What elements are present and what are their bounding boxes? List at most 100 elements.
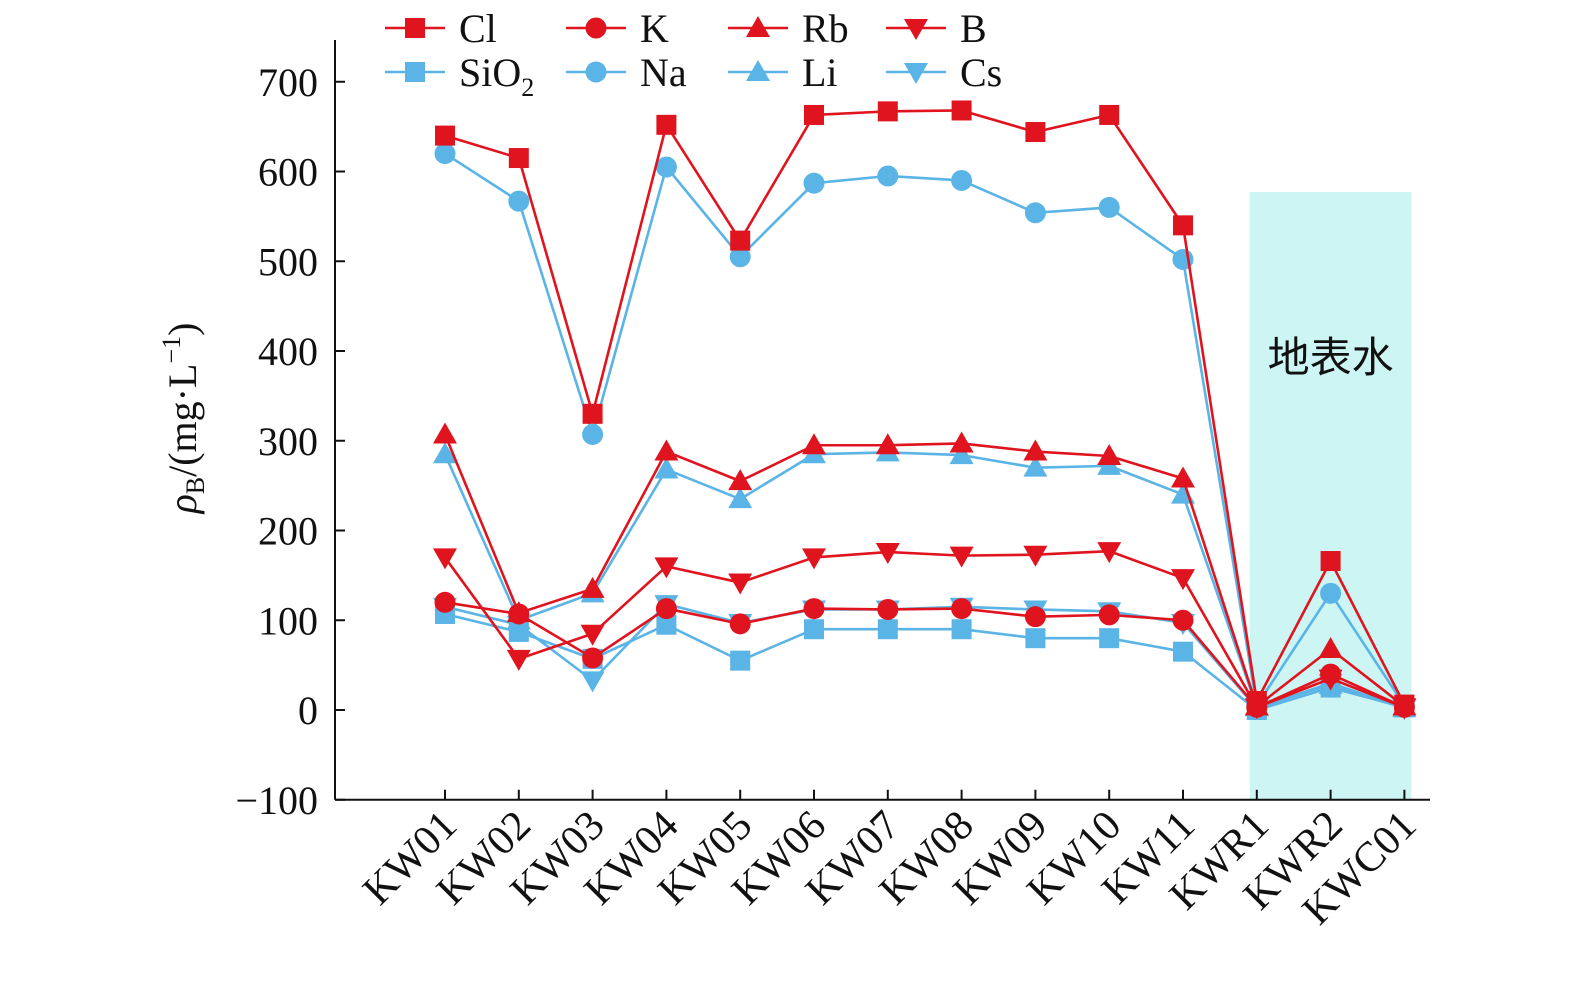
y-axis-ticks: −100 0 100 200 300 400 500 600 700 xyxy=(235,60,345,823)
data-point-b xyxy=(728,573,753,595)
data-point-rb xyxy=(506,601,531,623)
legend-item-li: Li xyxy=(728,50,838,95)
data-point-rb xyxy=(1023,439,1048,461)
series-line-cl xyxy=(444,109,1406,706)
y-tick-label: 300 xyxy=(258,419,318,464)
data-point-li xyxy=(949,443,974,465)
y-tick-label: 600 xyxy=(258,150,318,195)
data-point-sio2 xyxy=(656,614,677,635)
legend-label-main: Na xyxy=(640,50,687,95)
y-tick-label: 0 xyxy=(298,688,318,733)
data-point-b xyxy=(433,548,457,570)
data-point-sio2 xyxy=(804,619,824,640)
data-point-b xyxy=(875,543,900,565)
data-point-na xyxy=(803,172,825,194)
data-point-na xyxy=(877,165,899,187)
data-point-k xyxy=(655,598,677,620)
data-point-cl xyxy=(804,104,824,125)
legend-item-k: K xyxy=(566,6,669,51)
data-point-b xyxy=(580,624,605,646)
data-point-rb xyxy=(802,433,826,455)
data-point-na xyxy=(434,143,456,165)
data-point-na xyxy=(729,246,751,268)
series-line-b xyxy=(443,549,1405,709)
data-point-k xyxy=(434,591,456,613)
data-point-b xyxy=(1023,545,1048,567)
y-axis-label-symbol: ρ xyxy=(160,494,205,515)
legend-label-main: B xyxy=(960,6,987,51)
legend-item-cl: Cl xyxy=(385,6,497,51)
series-line-sio2 xyxy=(444,612,1405,712)
data-point-cl xyxy=(951,100,972,121)
data-point-cl xyxy=(877,101,898,122)
series-b xyxy=(433,542,1417,720)
y-tick-label: 100 xyxy=(258,598,318,643)
data-point-b xyxy=(949,546,974,568)
legend-item-cs: Cs xyxy=(886,50,1002,95)
data-point-na xyxy=(1098,196,1120,218)
data-point-rb xyxy=(1097,444,1122,466)
data-point-cs xyxy=(580,671,605,693)
series-na xyxy=(434,143,1415,717)
data-point-k xyxy=(951,598,973,620)
legend-label-main: SiO xyxy=(459,50,521,95)
surface-water-label: 地表水 xyxy=(1268,333,1394,382)
legend-label-b: B xyxy=(960,6,987,51)
data-point-na xyxy=(582,423,604,445)
legend-label-sio2: SiO2 xyxy=(459,50,534,102)
data-point-na xyxy=(1320,582,1342,604)
legend-swatch-marker-li xyxy=(746,60,770,81)
legend-label-k: K xyxy=(640,6,669,51)
data-point-li xyxy=(654,457,679,479)
data-point-rb xyxy=(1171,466,1195,488)
data-point-cl xyxy=(508,148,529,169)
legend-item-na: Na xyxy=(566,50,687,95)
legend-label-cs: Cs xyxy=(960,50,1002,95)
series-line-na xyxy=(444,152,1406,707)
legend-swatch-marker-na xyxy=(585,61,607,83)
legend-item-sio2: SiO2 xyxy=(385,50,534,102)
axes xyxy=(334,40,1430,801)
y-tick-label: 200 xyxy=(258,509,318,554)
series-group xyxy=(433,100,1417,721)
data-point-k xyxy=(1172,609,1194,631)
data-point-b xyxy=(1097,542,1122,564)
y-axis-label-subscript: B xyxy=(181,477,210,494)
data-point-sio2 xyxy=(877,619,898,640)
y-axis-label-close: ) xyxy=(160,323,205,336)
data-point-sio2 xyxy=(1173,641,1193,662)
data-point-b xyxy=(506,649,531,671)
data-point-sio2 xyxy=(951,619,972,640)
data-point-b xyxy=(1392,698,1417,720)
legend-label-na: Na xyxy=(640,50,687,95)
data-point-na xyxy=(951,169,973,191)
data-point-sio2 xyxy=(1099,628,1120,649)
legend-swatch-marker-k xyxy=(585,17,607,39)
x-axis-ticks: KW01KW02KW03KW04KW05KW06KW07KW08KW09KW10… xyxy=(354,789,1425,934)
legend-label-main: Rb xyxy=(802,6,849,51)
series-rb xyxy=(433,422,1417,716)
data-point-cl xyxy=(1173,215,1193,236)
legend-label-cl: Cl xyxy=(459,6,497,51)
surface-water-region xyxy=(1249,192,1412,800)
data-point-na xyxy=(1024,202,1046,224)
data-point-sio2 xyxy=(1025,628,1046,649)
y-axis-label: ρB/(mg·L−1) xyxy=(157,323,210,516)
legend-swatch-marker-b xyxy=(904,19,928,40)
legend-label-main: K xyxy=(640,6,669,51)
data-point-rb xyxy=(949,431,974,453)
data-point-cl xyxy=(730,230,751,251)
y-axis-label-exponent: −1 xyxy=(157,336,186,364)
data-point-rb xyxy=(728,469,753,491)
y-tick-label: −100 xyxy=(235,778,318,823)
data-point-b xyxy=(1318,669,1343,691)
y-axis-label-unit: /(mg·L xyxy=(160,364,205,477)
series-line-rb xyxy=(443,433,1406,708)
data-point-k xyxy=(877,598,899,620)
data-point-rb xyxy=(1318,636,1343,658)
data-point-na xyxy=(508,190,530,212)
data-point-rb xyxy=(875,433,900,455)
data-point-sio2 xyxy=(730,650,751,671)
data-point-rb xyxy=(433,422,457,444)
